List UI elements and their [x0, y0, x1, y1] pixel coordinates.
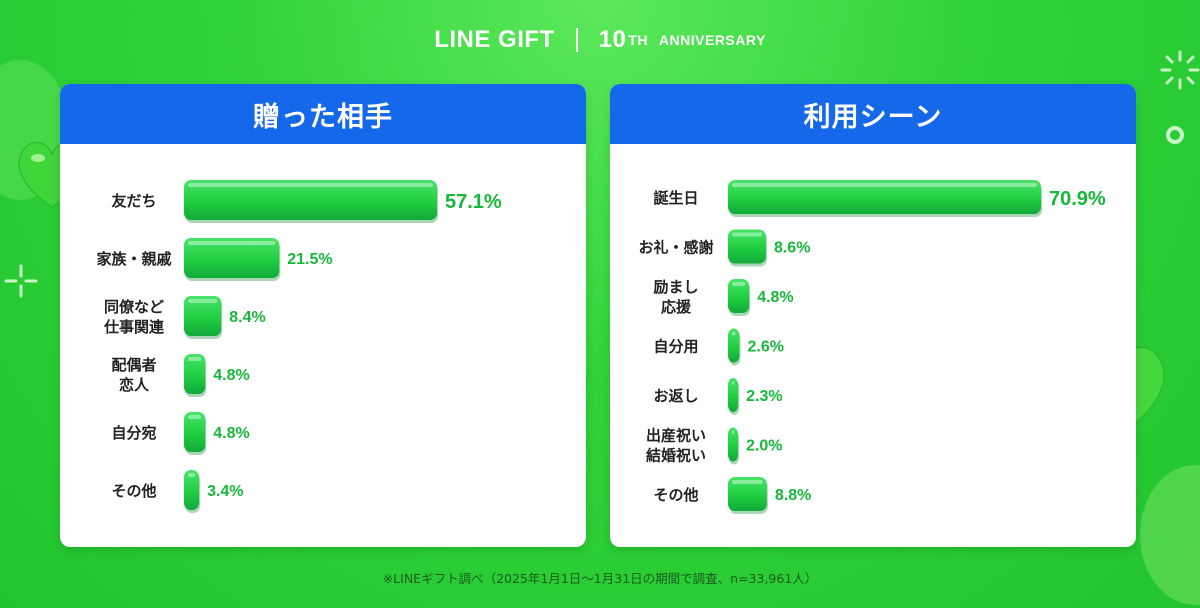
recipient-bar-highlight	[188, 183, 433, 187]
scene-bar-highlight	[732, 480, 763, 484]
recipient-bar	[184, 470, 200, 510]
recipient-category-label: 友だち	[111, 192, 156, 210]
recipient-value-label: 4.8%	[213, 367, 249, 384]
scene-bar-highlight	[732, 232, 762, 237]
scene-category-label: お返し	[653, 387, 698, 405]
scene-bar-highlight	[732, 430, 734, 435]
survey-footnote: ※LINEギフト調べ（2025年1月1日〜1月31日の期間で調査、n=33,96…	[382, 571, 818, 586]
recipient-value-label: 3.4%	[207, 483, 243, 500]
brand-header: LINE GIFT 10 TH ANNIVERSARY	[0, 26, 1200, 54]
recipient-value-label: 21.5%	[287, 251, 332, 268]
ring-decoration-icon	[1166, 126, 1184, 144]
line-gift-logo: LINE GIFT	[434, 26, 555, 53]
recipient-category-label: その他	[111, 482, 156, 500]
recipient-category-label: 家族・親戚	[96, 250, 171, 268]
scene-category-label: 結婚祝い	[646, 447, 706, 465]
recipient-bar	[184, 296, 222, 336]
scene-bar	[728, 328, 740, 363]
scene-value-label: 8.8%	[775, 487, 811, 504]
recipient-category-label: 仕事関連	[103, 318, 165, 336]
recipient-bar-highlight	[188, 299, 218, 303]
scene-bar-highlight	[732, 183, 1037, 187]
scenes-panel-title: 利用シーン	[610, 84, 1136, 144]
recipient-bar-highlight	[188, 357, 202, 361]
scene-category-label: 励まし	[653, 278, 698, 296]
recipients-panel: 贈った相手 友だち 57.1% 家族・親戚 21.5% 同僚など仕事関連 8.4% 配偶者恋…	[60, 84, 586, 547]
sparkle-right-icon	[1160, 50, 1200, 90]
scene-value-label: 2.6%	[747, 339, 783, 356]
scene-category-label: その他	[653, 486, 698, 504]
scene-value-label: 8.6%	[774, 240, 810, 257]
anniversary-number: 10	[598, 26, 627, 53]
scene-bar	[728, 378, 739, 412]
scene-bar	[728, 477, 767, 511]
scene-category-label: 応援	[661, 298, 692, 316]
scene-bar	[728, 229, 766, 264]
scene-bar	[728, 180, 1041, 214]
scene-category-label: お礼・感謝	[638, 239, 713, 257]
scene-value-label: 2.3%	[746, 388, 782, 405]
anniversary-suffix: TH	[628, 32, 648, 48]
scene-bar-highlight	[732, 282, 746, 286]
scene-bar	[728, 427, 738, 462]
scene-bar-highlight	[732, 331, 736, 336]
scene-category-label: 自分用	[653, 338, 698, 356]
recipient-category-label: 配偶者	[111, 356, 156, 374]
scenes-panel: 利用シーン 誕生日 70.9% お礼・感謝 8.6% 励まし応援 4.8% 自分用 2.6% お…	[610, 84, 1136, 547]
scene-bar-highlight	[732, 381, 735, 385]
recipient-bar	[184, 412, 206, 452]
sparkle-left-icon	[4, 264, 38, 298]
recipient-bar-highlight	[188, 241, 276, 245]
scene-value-label: 2.0%	[746, 438, 782, 455]
scene-value-label: 4.8%	[757, 289, 793, 306]
recipient-category-label: 自分宛	[111, 424, 156, 442]
scene-category-label: 出産祝い	[646, 427, 706, 445]
recipient-bar-highlight	[188, 415, 202, 419]
recipient-bar	[184, 354, 206, 394]
scene-bar	[728, 279, 750, 313]
brand-divider	[575, 28, 578, 52]
scene-value-label: 70.9%	[1049, 188, 1106, 210]
recipient-bar	[184, 180, 437, 220]
recipient-bar-highlight	[188, 473, 196, 477]
anniversary-word: ANNIVERSARY	[658, 32, 766, 48]
recipient-category-label: 恋人	[119, 376, 150, 394]
recipient-value-label: 57.1%	[445, 191, 502, 213]
recipient-bar	[184, 238, 280, 278]
recipient-category-label: 同僚など	[104, 298, 164, 316]
recipients-panel-title: 贈った相手	[60, 84, 586, 144]
scene-category-label: 誕生日	[653, 189, 698, 207]
recipient-value-label: 8.4%	[229, 309, 265, 326]
recipient-value-label: 4.8%	[213, 425, 249, 442]
